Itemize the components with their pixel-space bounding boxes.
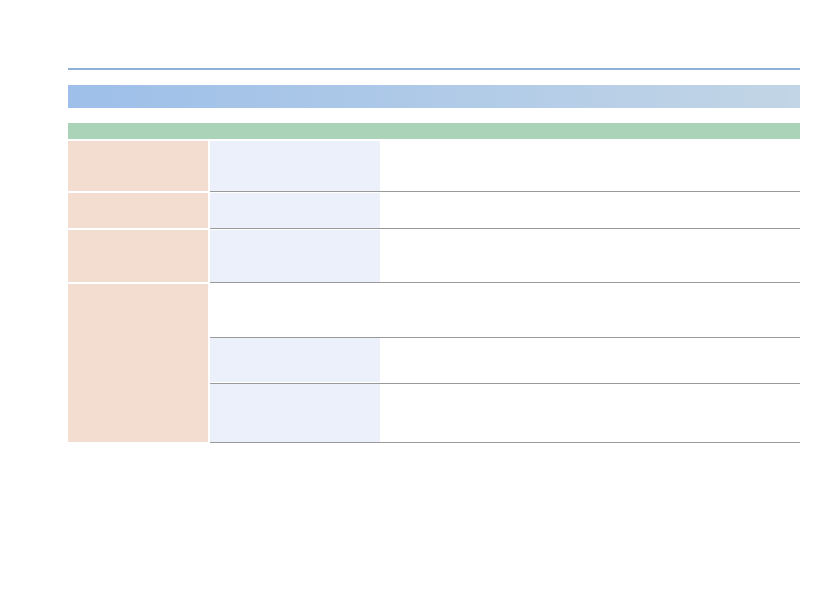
top-rule bbox=[68, 68, 800, 70]
param-cell bbox=[210, 141, 380, 191]
row-label-cell bbox=[68, 193, 208, 228]
row-divider bbox=[210, 442, 800, 443]
row-label-cell bbox=[68, 141, 208, 191]
row-label-cell bbox=[68, 230, 208, 282]
row-label-cell bbox=[68, 284, 208, 442]
subsection-header-bar bbox=[68, 123, 800, 139]
row-divider bbox=[210, 228, 800, 229]
param-cell bbox=[210, 193, 380, 228]
row-divider bbox=[210, 383, 800, 384]
row-divider bbox=[210, 191, 800, 192]
param-cell bbox=[210, 384, 380, 442]
param-cell bbox=[210, 230, 380, 282]
row-divider bbox=[210, 282, 800, 283]
param-cell bbox=[210, 338, 380, 382]
row-divider bbox=[210, 337, 800, 338]
section-header-bar bbox=[68, 85, 800, 108]
